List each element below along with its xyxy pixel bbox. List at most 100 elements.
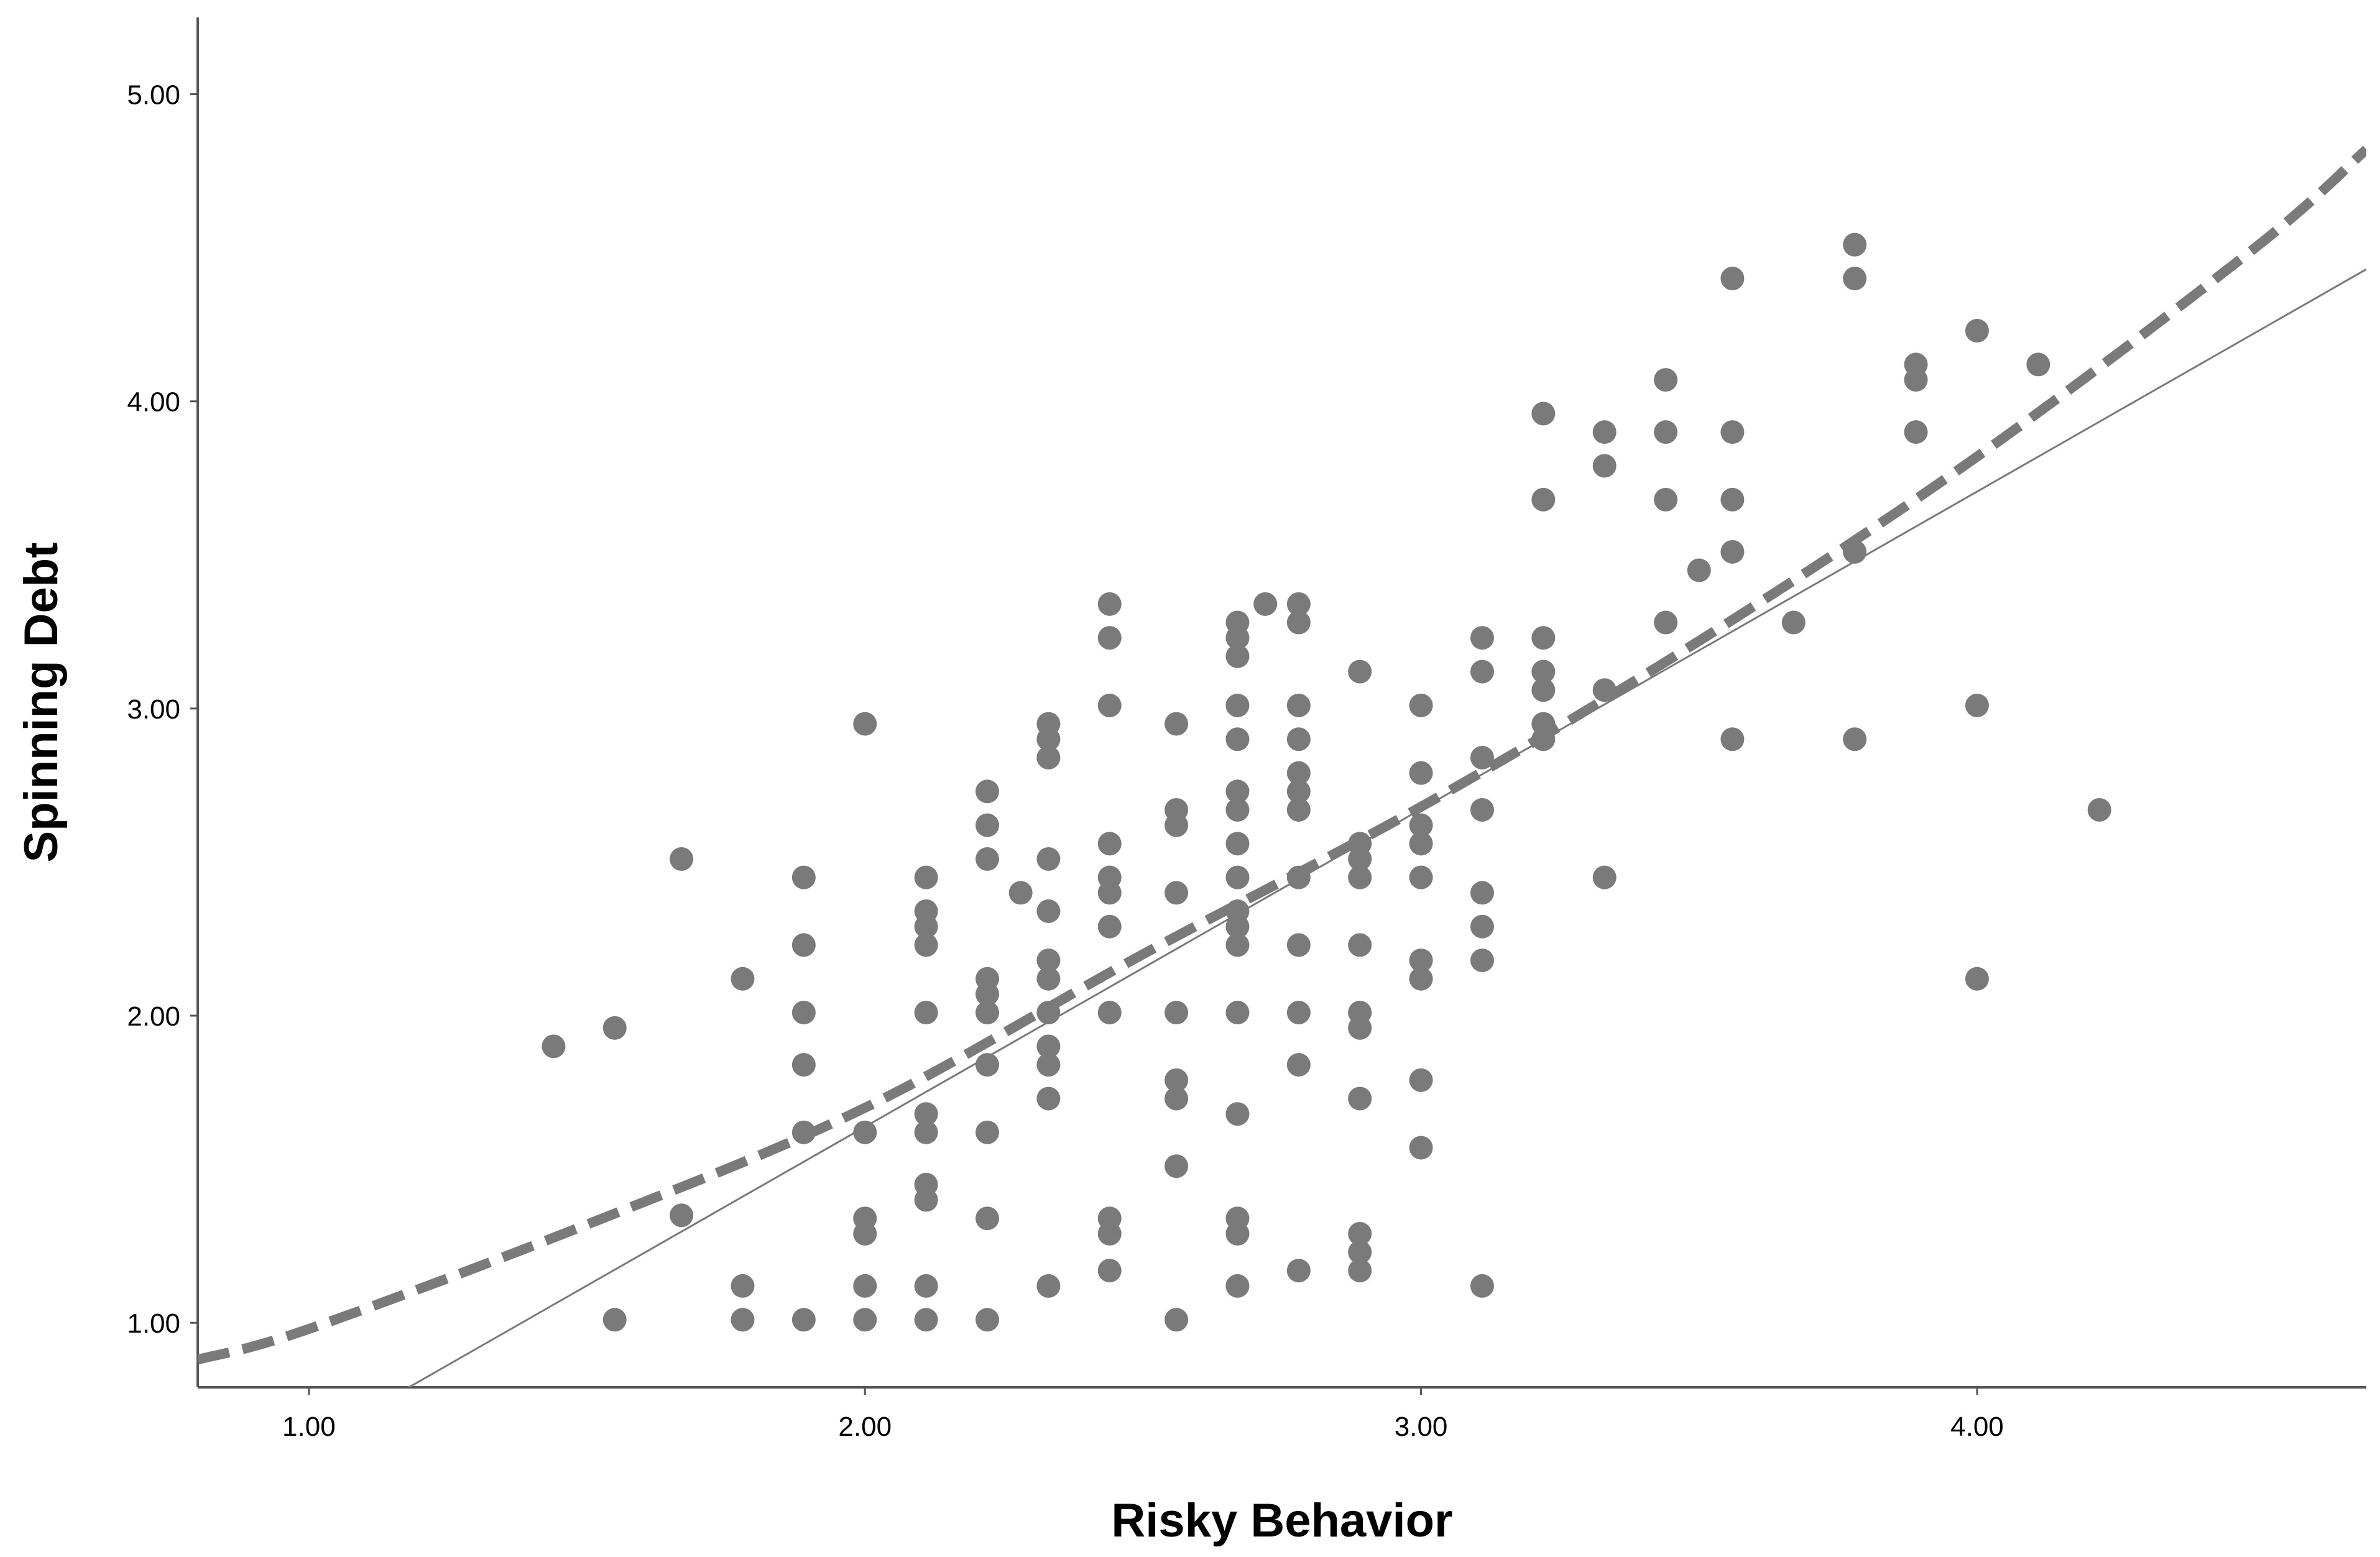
scatter-point <box>914 1120 938 1144</box>
y-tick-label: 3.00 <box>127 694 180 725</box>
scatter-point <box>914 1274 938 1298</box>
scatter-point <box>1225 693 1250 717</box>
scatter-point <box>1225 644 1250 668</box>
scatter-point <box>975 1308 999 1332</box>
scatter-point <box>791 933 816 957</box>
scatter-point <box>1781 610 1806 635</box>
scatter-point <box>975 1206 999 1231</box>
scatter-point <box>1409 1136 1433 1160</box>
scatter-point <box>602 1308 627 1332</box>
scatter-point <box>1470 948 1494 973</box>
scatter-point <box>1008 881 1033 905</box>
scatter-point <box>1720 487 1745 512</box>
scatter-point <box>1654 368 1678 392</box>
scatter-point <box>1165 813 1189 837</box>
y-tick-label: 2.00 <box>127 1001 180 1032</box>
scatter-point <box>914 1308 938 1332</box>
scatter-point <box>914 1188 938 1212</box>
scatter-point <box>914 865 938 889</box>
scatter-point <box>1531 727 1556 751</box>
scatter-point <box>1286 727 1311 751</box>
scatter-point <box>1286 1053 1311 1077</box>
scatter-point <box>791 1053 816 1077</box>
scatter-point <box>1348 1221 1372 1246</box>
scatter-point <box>1036 727 1061 751</box>
fit-lines <box>198 145 2366 1387</box>
scatter-point <box>1592 865 1617 889</box>
scatter-point <box>914 1001 938 1025</box>
scatter-point <box>1165 712 1189 736</box>
scatter-point <box>1592 420 1617 444</box>
scatter-point <box>1097 881 1122 905</box>
scatter-point <box>1097 1001 1122 1025</box>
scatter-point <box>1097 626 1122 650</box>
scatter-point <box>1348 865 1372 889</box>
scatter-point <box>1036 745 1061 769</box>
scatter-point <box>1165 1308 1189 1332</box>
scatter-point <box>1904 420 1928 444</box>
scatter-point <box>1225 1102 1250 1126</box>
scatter-point <box>1097 914 1122 939</box>
scatter-point <box>791 1001 816 1025</box>
scatter-point <box>975 982 999 1006</box>
x-tick-label: 4.00 <box>1950 1412 2004 1442</box>
scatter-point <box>1286 1259 1311 1283</box>
scatter-point <box>1348 933 1372 957</box>
scatter-point <box>853 1221 877 1246</box>
scatter-point <box>914 914 938 939</box>
scatter-point <box>1286 1001 1311 1025</box>
scatter-point <box>1165 881 1189 905</box>
scatter-point <box>2026 352 2050 377</box>
scatter-point <box>1654 610 1678 635</box>
scatter-point <box>853 1274 877 1298</box>
scatter-point <box>1165 1154 1189 1178</box>
scatter-point <box>1965 967 1989 991</box>
y-tick-label: 4.00 <box>127 387 180 418</box>
scatter-point <box>1470 914 1494 939</box>
scatter-point <box>1097 1259 1122 1283</box>
scatter-point <box>1286 797 1311 822</box>
scatter-point <box>1036 1001 1061 1025</box>
scatter-point <box>1225 626 1250 650</box>
scatter-point <box>670 847 694 871</box>
scatter-point <box>1097 1221 1122 1246</box>
x-tick-label: 3.00 <box>1395 1412 1448 1442</box>
scatter-point <box>853 1308 877 1332</box>
scatter-point <box>1286 592 1311 616</box>
scatter-point <box>1036 1053 1061 1077</box>
scatter-point <box>1348 1086 1372 1111</box>
scatter-point <box>1843 727 1867 751</box>
scatter-point <box>1409 865 1433 889</box>
scatter-point <box>1843 267 1867 291</box>
scatter-point <box>1225 1274 1250 1298</box>
scatter-point <box>1286 865 1311 889</box>
scatter-point <box>1843 540 1867 564</box>
y-axis-ticks: 1.00 2.00 3.00 4.00 5.00 <box>127 80 198 1339</box>
scatter-point <box>731 1274 755 1298</box>
scatter-point <box>1165 1086 1189 1111</box>
scatter-point <box>1348 659 1372 684</box>
scatter-point <box>1036 1274 1061 1298</box>
scatter-point <box>1225 914 1250 939</box>
scatter-point <box>791 1308 816 1332</box>
quadratic-fit-line <box>198 145 2366 1365</box>
scatter-point <box>1036 967 1061 991</box>
scatter-point <box>1470 745 1494 769</box>
scatter-point <box>1531 487 1556 512</box>
scatter-point <box>1654 487 1678 512</box>
scatter-point <box>1409 1068 1433 1092</box>
scatter-point <box>1348 847 1372 871</box>
scatter-point <box>1225 832 1250 856</box>
scatter-point <box>1225 1221 1250 1246</box>
scatter-point <box>1720 267 1745 291</box>
scatter-point <box>1409 761 1433 785</box>
scatter-point <box>1720 727 1745 751</box>
scatter-point <box>1253 592 1278 616</box>
scatter-point <box>1348 1240 1372 1264</box>
scatter-point <box>1654 420 1678 444</box>
scatter-point <box>1165 1001 1189 1025</box>
scatter-point <box>2087 797 2111 822</box>
plot-area: 1.00 2.00 3.00 4.00 1.00 2.00 3.00 4.00 5.00 <box>127 17 2366 1442</box>
scatter-point <box>1470 881 1494 905</box>
scatter-point <box>975 813 999 837</box>
